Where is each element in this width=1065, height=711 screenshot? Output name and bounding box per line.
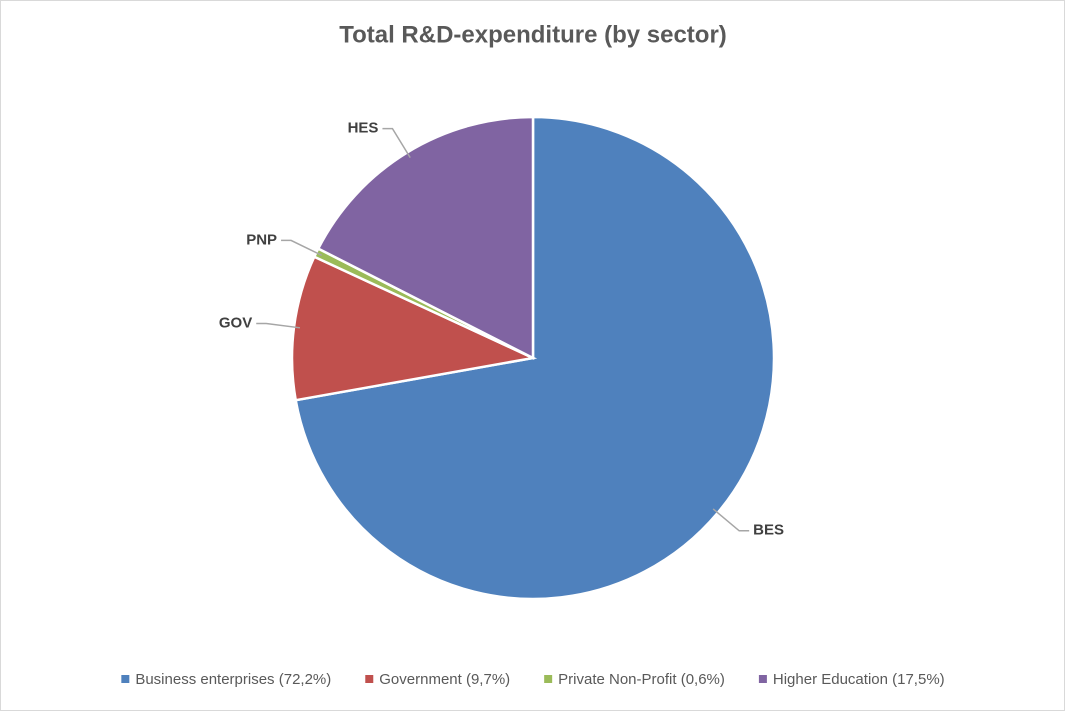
legend-label: Higher Education (17,5%): [773, 671, 945, 688]
legend-label: Private Non-Profit (0,6%): [558, 671, 725, 688]
pie: BES GOV PNP HES: [219, 115, 784, 601]
legend-item: Private Non-Profit (0,6%): [544, 671, 725, 688]
legend: Business enterprises (72,2%) Government (…: [121, 671, 945, 688]
leader-line: [281, 239, 322, 256]
legend-item: Higher Education (17,5%): [758, 671, 945, 688]
data-label: PNP: [246, 231, 277, 248]
data-label: HES: [348, 120, 379, 137]
leader-line: [382, 127, 411, 159]
legend-swatch: [121, 675, 130, 683]
leader-line: [712, 508, 750, 532]
data-label: BES: [753, 522, 784, 539]
chart-title: Total R&D-expenditure (by sector): [339, 21, 727, 48]
legend-label: Business enterprises (72,2%): [135, 671, 331, 688]
data-label: GOV: [219, 314, 252, 331]
leader-line: [256, 322, 301, 329]
legend-label: Government (9,7%): [379, 671, 510, 688]
legend-swatch: [758, 675, 767, 683]
legend-swatch: [365, 675, 374, 683]
legend-item: Government (9,7%): [365, 671, 510, 688]
legend-swatch: [544, 675, 553, 683]
legend-item: Business enterprises (72,2%): [121, 671, 331, 688]
